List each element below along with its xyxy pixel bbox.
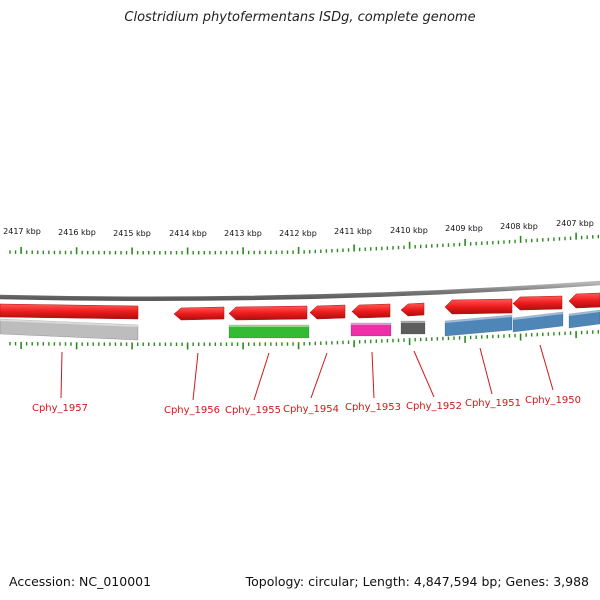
gene-label[interactable]: Cphy_1954 — [283, 404, 339, 415]
gene-label[interactable]: Cphy_1953 — [345, 402, 401, 413]
gene-arrow-cphy1956 — [174, 307, 224, 320]
gene-label[interactable]: Cphy_1951 — [465, 398, 521, 409]
kbp-label: 2408 kbp — [500, 222, 538, 231]
gene-arrow-cphy1951-outer — [445, 299, 512, 314]
kbp-label: 2407 kbp — [556, 219, 594, 228]
gene-arrow-cphy1955-outer — [229, 306, 307, 320]
gene-leader-line — [311, 353, 327, 398]
kbp-label: 2413 kbp — [224, 229, 262, 238]
gene-leader-line — [254, 353, 269, 400]
gene-leader-line — [372, 352, 374, 398]
gene-label[interactable]: Cphy_1957 — [32, 403, 88, 414]
topology-text: Topology: circular; Length: 4,847,594 bp… — [246, 574, 589, 589]
gene-leader-line — [480, 348, 492, 394]
gene-arrow-cphy1954 — [310, 305, 345, 319]
accession-text: Accession: NC_010001 — [9, 574, 151, 589]
gene-leader-line — [61, 352, 62, 398]
kbp-scale: 2417 kbp 2416 kbp 2415 kbp 2414 kbp 2413 kbp… — [3, 219, 594, 238]
gene-arrow-cphy1957-outer — [0, 304, 138, 319]
gene-leader-line — [540, 345, 553, 390]
gene-label[interactable]: Cphy_1955 — [225, 405, 281, 416]
kbp-label: 2410 kbp — [390, 226, 428, 235]
kbp-label: 2412 kbp — [279, 229, 317, 238]
gene-arrow-cphy1953-outer — [352, 304, 390, 318]
gene-leader-line — [414, 351, 434, 397]
kbp-label: 2417 kbp — [3, 227, 41, 236]
kbp-label: 2416 kbp — [58, 228, 96, 237]
gene-labels: Cphy_1957 Cphy_1956 Cphy_1955 Cphy_1954 Cphy… — [32, 395, 581, 416]
gene-arrow-cphy1950-outer — [513, 296, 562, 310]
gene-label[interactable]: Cphy_1956 — [164, 405, 220, 416]
kbp-label: 2411 kbp — [334, 227, 372, 236]
genome-map: 2417 kbp 2416 kbp 2415 kbp 2414 kbp 2413 kbp… — [0, 0, 600, 600]
genome-backbone — [0, 283, 600, 299]
gene-leaders — [61, 345, 553, 400]
gene-label[interactable]: Cphy_1950 — [525, 395, 581, 406]
gene-label[interactable]: Cphy_1952 — [406, 401, 462, 412]
gene-arrow-next — [569, 293, 600, 308]
kbp-label: 2415 kbp — [113, 229, 151, 238]
kbp-label: 2414 kbp — [169, 229, 207, 238]
gene-arrow-cphy1952-outer — [401, 303, 424, 316]
gene-leader-line — [193, 353, 198, 400]
kbp-label: 2409 kbp — [445, 224, 483, 233]
